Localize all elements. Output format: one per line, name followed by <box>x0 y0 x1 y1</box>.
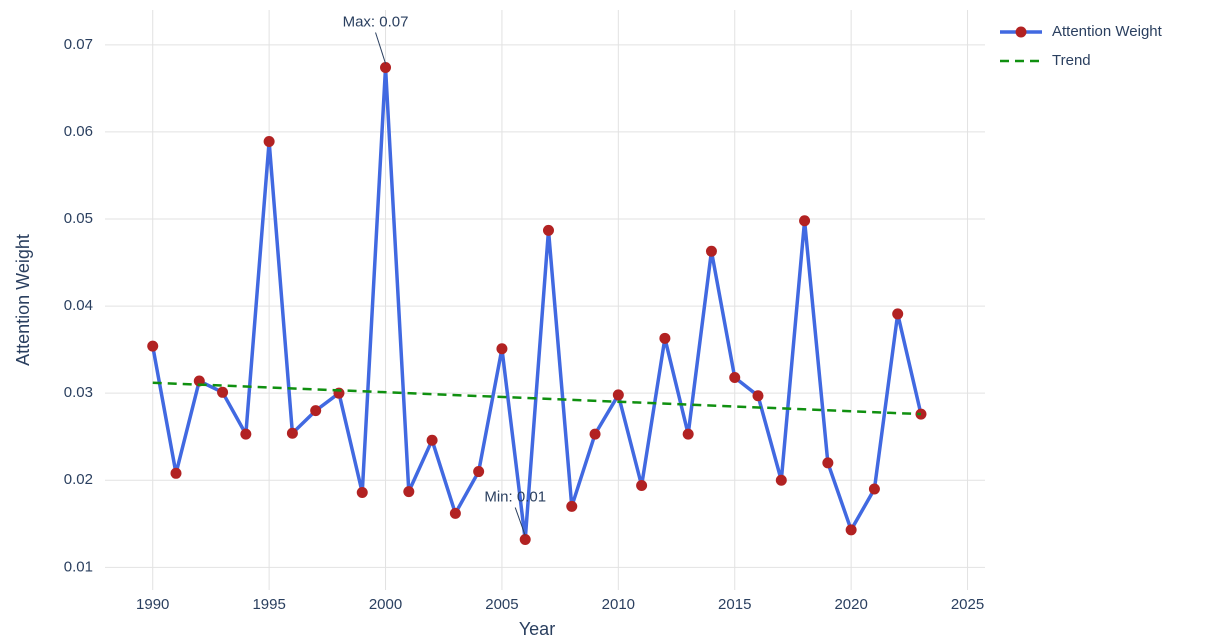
y-tick-label: 0.05 <box>64 210 93 227</box>
series-line <box>151 65 923 542</box>
marker <box>542 224 554 236</box>
y-tick-label: 0.04 <box>64 297 93 314</box>
x-tick-label: 2025 <box>951 596 984 613</box>
annotation-arrow <box>375 32 387 64</box>
marker <box>147 340 159 352</box>
marker <box>868 483 880 495</box>
marker <box>380 61 392 73</box>
x-tick-label: 2005 <box>485 596 518 613</box>
y-tick-label: 0.06 <box>64 123 93 140</box>
marker <box>682 428 694 440</box>
marker <box>240 428 252 440</box>
trend-line <box>152 381 922 416</box>
marker <box>217 386 229 398</box>
marker <box>636 479 648 491</box>
x-tick-label: 2020 <box>834 596 867 613</box>
legend-label: Attention Weight <box>1052 23 1163 40</box>
y-tick-label: 0.02 <box>64 471 93 488</box>
x-tick-label: 1990 <box>136 596 169 613</box>
y-axis-title: Attention Weight <box>13 234 33 366</box>
marker <box>170 467 182 479</box>
marker <box>752 390 764 402</box>
marker <box>845 524 857 536</box>
marker <box>589 428 601 440</box>
marker <box>705 245 717 257</box>
x-tick-label: 2010 <box>602 596 635 613</box>
legend-marker <box>1015 26 1027 38</box>
marker <box>892 308 904 320</box>
y-tick-label: 0.03 <box>64 384 93 401</box>
x-tick-label: 1995 <box>252 596 285 613</box>
marker <box>263 136 275 148</box>
marker <box>729 372 741 384</box>
annotation-text: Min: 0.01 <box>484 488 546 505</box>
annotation-text: Max: 0.07 <box>343 13 409 30</box>
marker <box>822 457 834 469</box>
marker <box>426 434 438 446</box>
x-tick-label: 2015 <box>718 596 751 613</box>
marker <box>356 486 368 498</box>
x-tick-label: 2000 <box>369 596 402 613</box>
y-tick-label: 0.01 <box>64 558 93 575</box>
x-axis-title: Year <box>519 619 555 639</box>
marker <box>519 533 531 545</box>
annotation-arrow <box>514 507 526 536</box>
marker <box>449 507 461 519</box>
marker <box>799 215 811 227</box>
marker <box>310 405 322 417</box>
marker <box>566 500 578 512</box>
marker <box>496 343 508 355</box>
marker <box>286 427 298 439</box>
marker <box>659 332 671 344</box>
y-tick-label: 0.07 <box>64 36 93 53</box>
marker <box>473 466 485 478</box>
marker <box>612 389 624 401</box>
legend-label: Trend <box>1052 52 1091 69</box>
marker <box>775 474 787 486</box>
marker <box>403 486 415 498</box>
